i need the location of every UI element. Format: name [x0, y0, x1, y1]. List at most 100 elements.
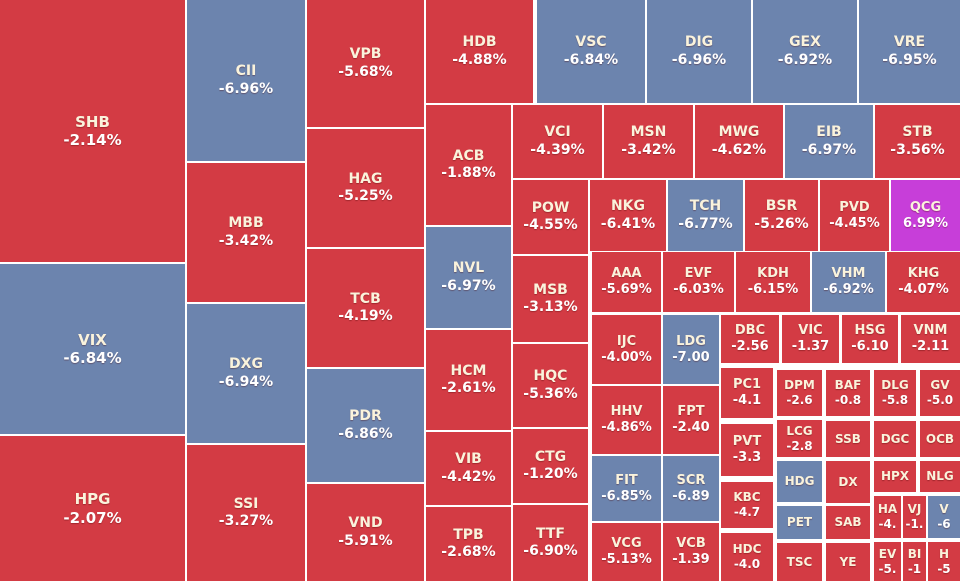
tile-V[interactable]: V -6 — [928, 496, 960, 538]
change-label: -3.42% — [621, 141, 676, 158]
tile-TTF[interactable]: TTF -6.90% — [513, 505, 588, 581]
tile-DX[interactable]: DX — [826, 461, 870, 503]
ticker-label: VHM — [831, 266, 866, 282]
tile-DBC[interactable]: DBC -2.56 — [721, 315, 779, 363]
tile-YE[interactable]: YE — [826, 543, 870, 581]
tile-TCH[interactable]: TCH -6.77% — [668, 180, 743, 251]
tile-MBB[interactable]: MBB -3.42% — [187, 163, 305, 302]
tile-HDG[interactable]: HDG — [777, 461, 822, 502]
tile-HQC[interactable]: HQC -5.36% — [513, 344, 588, 427]
tile-PDR[interactable]: PDR -6.86% — [307, 369, 424, 482]
tile-NKG[interactable]: NKG -6.41% — [590, 180, 666, 251]
tile-VIX[interactable]: VIX -6.84% — [0, 264, 185, 434]
tile-VNM[interactable]: VNM -2.11 — [901, 315, 960, 363]
tile-VPB[interactable]: VPB -5.68% — [307, 0, 424, 127]
tile-PC1[interactable]: PC1 -4.1 — [721, 368, 773, 418]
tile-DLG[interactable]: DLG -5.8 — [874, 370, 916, 416]
change-label: -4.7 — [733, 505, 761, 519]
tile-HPX[interactable]: HPX — [874, 461, 916, 492]
tile-DGC[interactable]: DGC — [874, 421, 916, 457]
tile-AAA[interactable]: AAA -5.69% — [592, 252, 661, 312]
ticker-label: KHG — [907, 266, 940, 282]
tile-KDH[interactable]: KDH -6.15% — [736, 252, 810, 312]
ticker-label: TCH — [689, 198, 722, 215]
tile-TSC[interactable]: TSC — [777, 543, 822, 581]
tile-EVF[interactable]: EVF -6.03% — [663, 252, 734, 312]
tile-MSB[interactable]: MSB -3.13% — [513, 256, 588, 342]
tile-PET[interactable]: PET — [777, 506, 822, 539]
tile-VCB[interactable]: VCB -1.39 — [663, 523, 719, 581]
tile-HHV[interactable]: HHV -4.86% — [592, 386, 661, 454]
tile-EV[interactable]: EV -5. — [874, 542, 901, 581]
tile-SCR[interactable]: SCR -6.89 — [663, 456, 719, 521]
tile-VSC[interactable]: VSC -6.84% — [537, 0, 645, 103]
change-label: -2.8 — [786, 438, 813, 453]
tile-VRE[interactable]: VRE -6.95% — [859, 0, 960, 103]
change-label: -6.89 — [672, 488, 710, 504]
tile-QCG[interactable]: QCG 6.99% — [891, 180, 960, 251]
tile-HA[interactable]: HA -4. — [874, 496, 901, 538]
tile-POW[interactable]: POW -4.55% — [513, 180, 588, 254]
tile-HCM[interactable]: HCM -2.61% — [426, 330, 511, 430]
tile-HAG[interactable]: HAG -5.25% — [307, 129, 424, 247]
ticker-label: VCG — [611, 536, 642, 552]
tile-VCG[interactable]: VCG -5.13% — [592, 523, 661, 581]
change-label: -4.88% — [452, 51, 507, 68]
tile-KHG[interactable]: KHG -4.07% — [887, 252, 960, 312]
change-label: -6.84% — [63, 349, 122, 367]
tile-GV[interactable]: GV -5.0 — [920, 370, 960, 416]
tile-ACB[interactable]: ACB -1.88% — [426, 105, 511, 225]
tile-VCI[interactable]: VCI -4.39% — [513, 105, 602, 178]
tile-VJ[interactable]: VJ -1. — [903, 496, 926, 538]
tile-LDG[interactable]: LDG -7.00 — [663, 315, 719, 384]
tile-NLG[interactable]: NLG — [920, 461, 960, 492]
tile-BI[interactable]: BI -1 — [903, 542, 926, 581]
change-label: -2.14% — [63, 131, 122, 149]
ticker-label: DLG — [881, 378, 909, 393]
tile-PVT[interactable]: PVT -3.3 — [721, 424, 773, 476]
tile-BAF[interactable]: BAF -0.8 — [826, 370, 870, 416]
tile-NVL[interactable]: NVL -6.97% — [426, 227, 511, 328]
tile-FPT[interactable]: FPT -2.40 — [663, 386, 719, 454]
tile-STB[interactable]: STB -3.56% — [875, 105, 960, 178]
tile-SSB[interactable]: SSB — [826, 421, 870, 457]
ticker-label: TSC — [786, 554, 813, 569]
tile-CII[interactable]: CII -6.96% — [187, 0, 305, 161]
tile-HDC[interactable]: HDC -4.0 — [721, 533, 773, 581]
tile-VIB[interactable]: VIB -4.42% — [426, 432, 511, 505]
tile-H[interactable]: H -5 — [928, 542, 960, 581]
tile-MWG[interactable]: MWG -4.62% — [695, 105, 783, 178]
tile-TPB[interactable]: TPB -2.68% — [426, 507, 511, 581]
tile-TCB[interactable]: TCB -4.19% — [307, 249, 424, 367]
tile-GEX[interactable]: GEX -6.92% — [753, 0, 857, 103]
tile-BSR[interactable]: BSR -5.26% — [745, 180, 818, 251]
tile-HPG[interactable]: HPG -2.07% — [0, 436, 185, 581]
tile-MSN[interactable]: MSN -3.42% — [604, 105, 693, 178]
tile-SHB[interactable]: SHB -2.14% — [0, 0, 185, 262]
change-label: -6.86% — [338, 425, 393, 442]
ticker-label: HPX — [880, 469, 910, 484]
tile-LCG[interactable]: LCG -2.8 — [777, 420, 822, 457]
ticker-label: NLG — [926, 469, 954, 484]
tile-DIG[interactable]: DIG -6.96% — [647, 0, 751, 103]
ticker-label: HA — [877, 502, 898, 517]
ticker-label: BAF — [834, 378, 862, 393]
tile-SAB[interactable]: SAB — [826, 506, 870, 539]
tile-CTG[interactable]: CTG -1.20% — [513, 429, 588, 503]
tile-HSG[interactable]: HSG -6.10 — [842, 315, 898, 363]
tile-FIT[interactable]: FIT -6.85% — [592, 456, 661, 521]
tile-EIB[interactable]: EIB -6.97% — [785, 105, 873, 178]
tile-HDB[interactable]: HDB -4.88% — [426, 0, 533, 103]
tile-PVD[interactable]: PVD -4.45% — [820, 180, 889, 251]
tile-SSI[interactable]: SSI -3.27% — [187, 445, 305, 581]
ticker-label: HCM — [450, 362, 487, 379]
tile-VIC[interactable]: VIC -1.37 — [782, 315, 839, 363]
tile-VHM[interactable]: VHM -6.92% — [812, 252, 885, 312]
tile-OCB[interactable]: OCB — [920, 421, 960, 457]
tile-DPM[interactable]: DPM -2.6 — [777, 370, 822, 416]
tile-DXG[interactable]: DXG -6.94% — [187, 304, 305, 443]
tile-KBC[interactable]: KBC -4.7 — [721, 482, 773, 528]
tile-IJC[interactable]: IJC -4.00% — [592, 315, 661, 384]
tile-VND[interactable]: VND -5.91% — [307, 484, 424, 581]
